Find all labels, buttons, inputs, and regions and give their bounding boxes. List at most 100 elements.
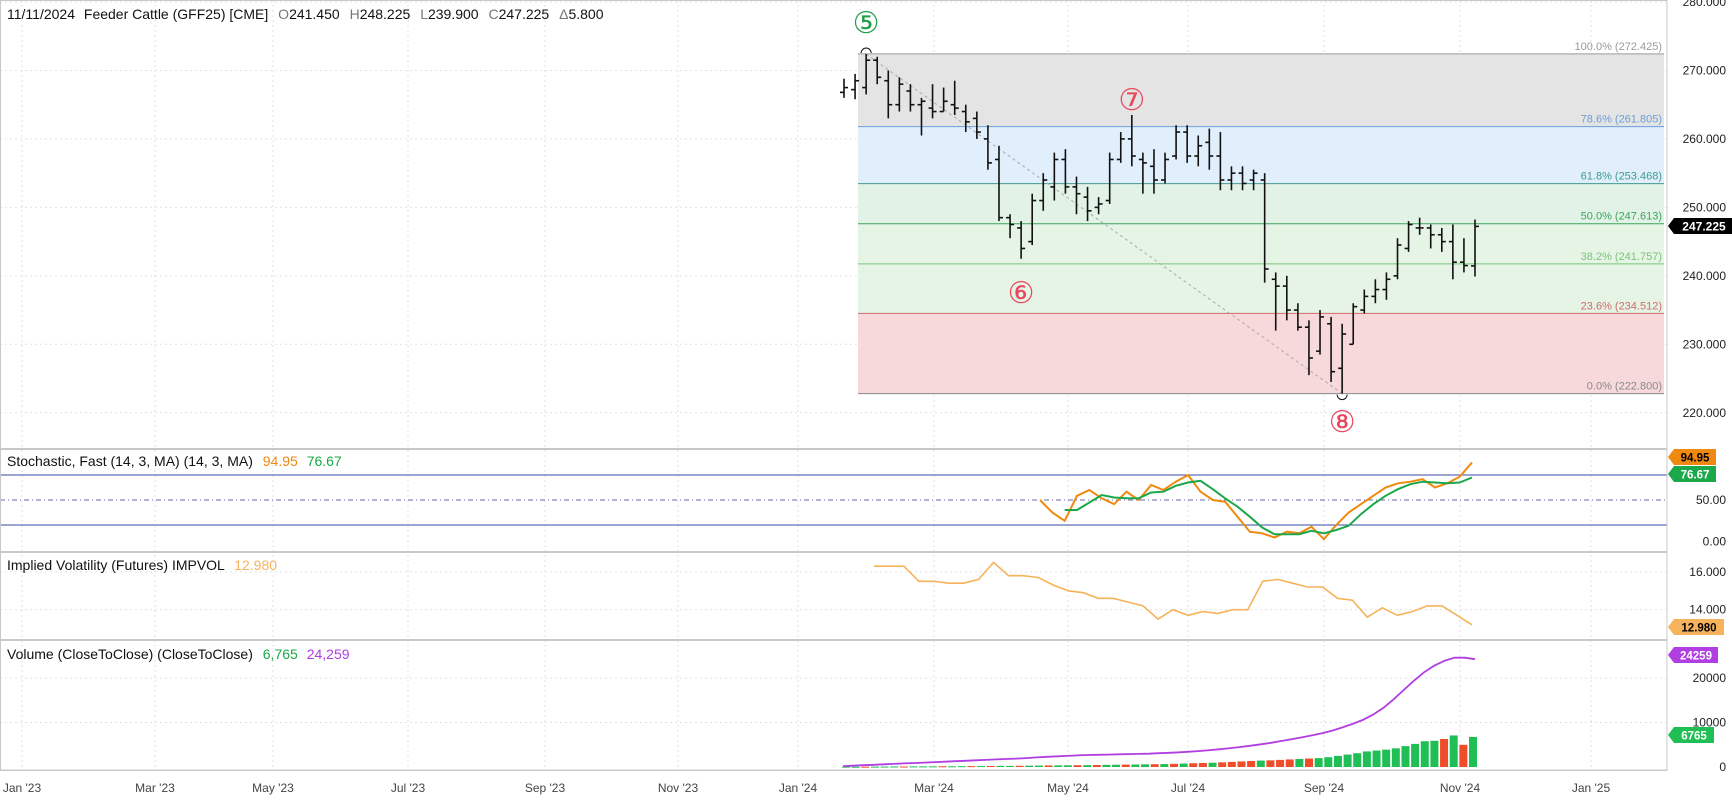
ohlc-bar <box>1415 217 1424 235</box>
volume-bar <box>1314 758 1323 767</box>
stochastic-y-tick-label: 0.00 <box>1703 535 1727 549</box>
stoch-k-badge-text: 94.95 <box>1681 453 1710 465</box>
stochastic-y-tick-label: 50.00 <box>1696 493 1726 507</box>
swing-high-marker <box>860 47 872 54</box>
price-y-tick-label: 240.000 <box>1683 269 1727 283</box>
fib-zone <box>858 183 1664 224</box>
impvol-title: Implied Volatility (Futures) IMPVOL <box>7 557 225 573</box>
panel-divider <box>0 551 1667 553</box>
axes: Jan '23 Mar '23 May '23 Jul '23 Sep '23 Nov '… <box>3 0 1726 795</box>
ohlc-bar <box>939 87 948 113</box>
volume-bar <box>1362 751 1371 767</box>
ohlc-bar <box>840 78 848 98</box>
volume-bar <box>1324 757 1333 767</box>
impvol-y-tick-label: 14.000 <box>1689 603 1726 617</box>
x-tick-label: May '23 <box>252 781 294 795</box>
volume-bar <box>851 766 860 768</box>
volume-bar <box>1430 740 1439 767</box>
volume-bar <box>1391 748 1400 767</box>
volume-average-badge: 24259 <box>1668 647 1718 663</box>
volume-average-value: 24,259 <box>307 646 350 662</box>
ohlc-bar <box>1304 320 1313 376</box>
legend-high: 248.225 <box>360 6 411 22</box>
volume-bar <box>899 766 908 768</box>
ohlc-bar <box>1448 224 1457 280</box>
stoch-d-badge-text: 76.67 <box>1681 470 1710 482</box>
x-tick-label: Jan '23 <box>3 781 42 795</box>
wave-label-8: ⑧ <box>1329 406 1356 439</box>
stoch-k-badge: 94.95 <box>1668 449 1716 465</box>
stochastic-panel <box>0 461 1667 541</box>
volume-bar <box>1189 763 1198 767</box>
stochastic-d-line <box>1064 476 1473 536</box>
fib-level-label: 50.0% (247.613) <box>1581 211 1662 223</box>
volume-bar <box>842 766 850 768</box>
legend-close: 247.225 <box>499 6 550 22</box>
volume-bar <box>986 765 995 767</box>
fib-level-label: 38.2% (241.757) <box>1581 251 1662 263</box>
fib-zone <box>858 223 1664 264</box>
plot-frame <box>0 0 1668 771</box>
ohlc-bar <box>1282 275 1291 321</box>
volume-bar <box>1276 759 1285 767</box>
legend-date: 11/11/2024 <box>7 6 75 22</box>
panel-dividers <box>0 0 1668 771</box>
volume-value: 6,765 <box>263 646 298 662</box>
volume-bar <box>1015 765 1024 767</box>
ohlc-bar <box>895 77 904 112</box>
volume-bar <box>1160 764 1169 767</box>
price-y-tick-label: 250.000 <box>1683 200 1727 214</box>
volume-bar <box>1141 764 1150 767</box>
volume-bar <box>890 766 899 768</box>
volume-bar <box>909 766 918 768</box>
ohlc-bar <box>1471 219 1479 277</box>
ohlc-bar <box>972 111 981 139</box>
fib-level-label: 78.6% (261.805) <box>1581 114 1662 126</box>
ohlc-bar <box>906 84 915 112</box>
legend-high-label: H <box>350 6 360 22</box>
ohlc-bar <box>994 145 1003 222</box>
volume-bar <box>1131 764 1140 767</box>
volume-bar <box>1247 761 1256 767</box>
volume-bar <box>1440 739 1449 767</box>
volume-panel <box>842 656 1477 768</box>
ohlc-bar <box>1371 279 1380 304</box>
volume-bar <box>1237 761 1246 767</box>
impvol-line <box>874 561 1473 626</box>
ohlc-bar <box>1327 316 1336 382</box>
volume-bar <box>1333 755 1342 767</box>
volume-bar <box>919 766 928 768</box>
x-tick-label: Jan '25 <box>1572 781 1611 795</box>
volume-bar <box>1449 735 1458 767</box>
volume-bar <box>1343 754 1352 767</box>
last-price-badge: 247.225 <box>1668 218 1732 234</box>
ohlc-bar <box>928 84 937 119</box>
ohlc-bar <box>917 97 926 136</box>
price-y-tick-label: 270.000 <box>1683 63 1727 77</box>
ohlc-bar <box>1050 152 1059 201</box>
volume-bar <box>880 766 889 768</box>
stochastic-d-value: 76.67 <box>307 453 342 469</box>
ohlc-bar <box>1083 186 1092 222</box>
ohlc-bar <box>1316 310 1325 355</box>
wave-label-7: ⑦ <box>1118 84 1145 117</box>
volume-bar <box>1295 759 1304 767</box>
volume-bar <box>1044 765 1053 767</box>
x-tick-label: Jul '24 <box>1171 781 1206 795</box>
ohlc-bar <box>1360 289 1369 314</box>
volume-average-badge-text: 24259 <box>1680 651 1712 663</box>
volume-bar <box>1150 764 1159 767</box>
volume-average-line <box>842 656 1476 767</box>
legend-open-label: O <box>278 6 289 22</box>
ohlc-bar <box>1382 272 1391 300</box>
ohlc-bar <box>1149 149 1158 194</box>
ohlc-bar <box>1138 152 1147 194</box>
x-tick-label: Nov '23 <box>658 781 699 795</box>
ohlc-bar <box>851 73 860 100</box>
volume-bar <box>1179 763 1188 767</box>
volume-bar <box>948 766 957 768</box>
ohlc-bar <box>1404 221 1413 252</box>
ohlc-bar <box>1094 197 1103 215</box>
